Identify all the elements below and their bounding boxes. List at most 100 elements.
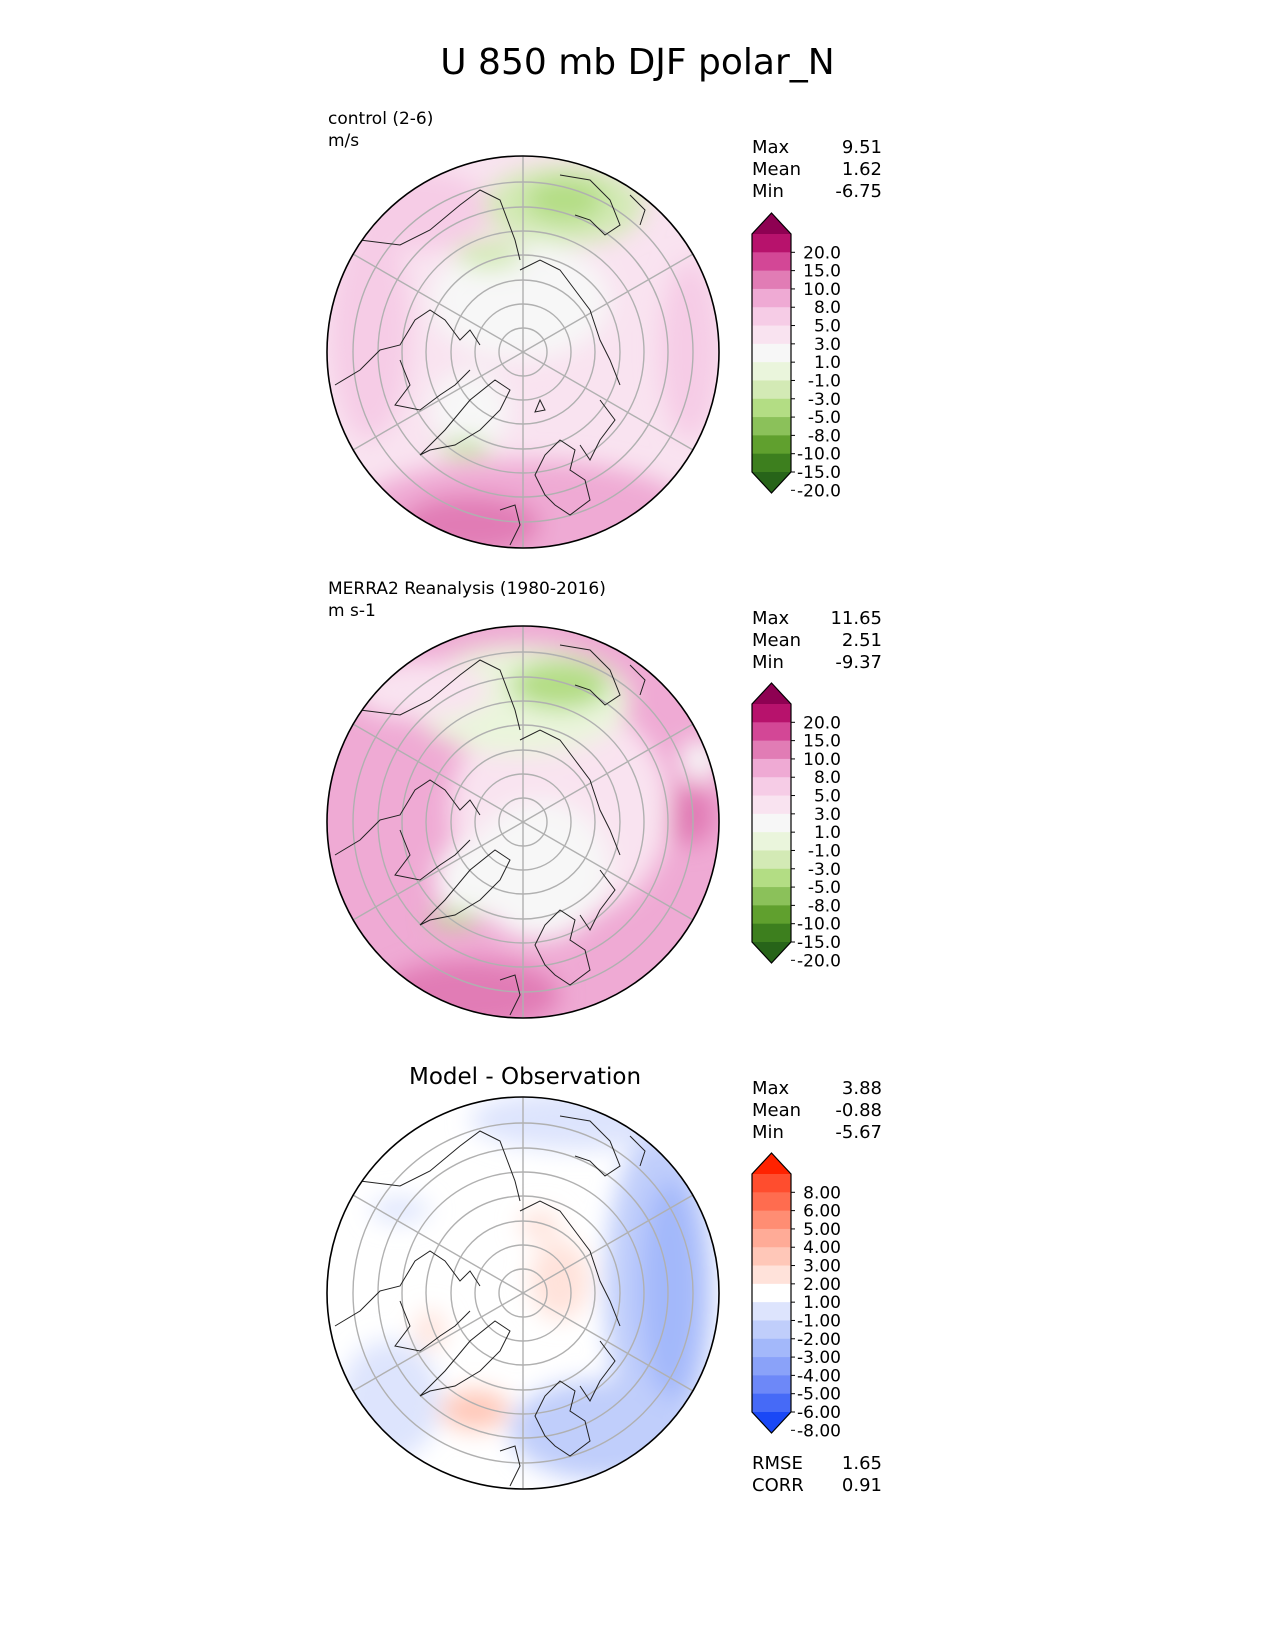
map-boundary (326, 625, 720, 1019)
stat-label: Max (752, 137, 790, 158)
colorbar-bin (752, 905, 791, 925)
difference-panel-title: Model - Observation (409, 1064, 642, 1090)
stat-label: Mean (752, 1100, 802, 1121)
colorbar-tick-label: -8.0 (808, 896, 841, 916)
stat-value: 11.65 (830, 608, 882, 629)
colorbar-bin (752, 1302, 791, 1321)
colorbar-extension-min (752, 1412, 791, 1433)
colorbar-tick-label: 6.00 (803, 1202, 841, 1222)
panel-1-dataset-name: control (2-6) (328, 109, 434, 129)
colorbar-bin (752, 1210, 791, 1230)
colorbar-bin (752, 1247, 791, 1267)
colorbar-tick-label: -8.00 (797, 1421, 841, 1441)
stat-value: 1.62 (841, 159, 882, 180)
colorbar-bin (752, 923, 791, 943)
colorbar-tick-label: -15.0 (797, 463, 841, 483)
stat-max: Max 9.51 (752, 137, 882, 159)
panel-1-label: control (2-6) m/s (328, 108, 433, 152)
colorbar-tick-label: -10.0 (797, 445, 841, 465)
colorbar-bin (752, 307, 791, 327)
panel-2-stats: Max 11.65 Mean 2.51 Min -9.37 (752, 608, 882, 674)
stat-mean: Mean -0.88 (752, 1100, 882, 1122)
colorbar-bin (752, 398, 791, 418)
colorbar-tick-label: -1.0 (808, 841, 841, 861)
panel-1-stats: Max 9.51 Mean 1.62 Min -6.75 (752, 137, 882, 203)
map-control (326, 155, 720, 549)
colorbar-bin (752, 252, 791, 272)
colorbar-tick-label: -5.0 (808, 408, 841, 428)
stat-label: Min (752, 1122, 784, 1143)
colorbar-extension-min (752, 472, 791, 493)
coastlines (334, 174, 646, 546)
colorbar-bin (752, 417, 791, 436)
colorbar-bin (752, 868, 791, 888)
stat-min: Min -9.37 (752, 652, 882, 674)
colorbar-tick-label: 15.0 (803, 732, 841, 752)
colorbar-tick-label: 20.0 (803, 713, 841, 733)
stat-value: -5.67 (835, 1122, 882, 1143)
colorbar-tick-label: -8.0 (808, 426, 841, 446)
colorbar-bin (752, 813, 791, 833)
panel-1-units: m/s (328, 131, 360, 151)
colorbar-bin (752, 777, 791, 797)
colorbar-tick-label: 5.00 (803, 1220, 841, 1240)
colorbar-bin (752, 1375, 791, 1395)
colorbar-tick-label: 3.0 (814, 335, 841, 355)
stat-label: Max (752, 608, 790, 629)
colorbar-tick-label: -1.00 (797, 1311, 841, 1331)
colorbar-bin (752, 1393, 791, 1413)
colorbar-bin (752, 453, 791, 473)
colorbar-tick-label: 5.0 (814, 787, 841, 807)
colorbar-bin (752, 435, 791, 455)
colorbar-tick-label: -5.00 (797, 1385, 841, 1405)
colorbar-tick-label: 4.00 (803, 1238, 841, 1258)
metric-corr: CORR 0.91 (752, 1475, 882, 1497)
stat-value: -0.88 (835, 1100, 882, 1121)
colorbar-extension-max (752, 213, 791, 234)
figure-title: U 850 mb DJF polar_N (440, 42, 835, 83)
colorbar-bin (752, 288, 791, 308)
colorbar-control: 20.015.010.08.05.03.01.0-1.0-3.0-5.0-8.0… (751, 212, 841, 501)
colorbar-reference: 20.015.010.08.05.03.01.0-1.0-3.0-5.0-8.0… (751, 682, 841, 971)
colorbar-bin (752, 1320, 791, 1340)
colorbar-tick-label: -1.0 (808, 371, 841, 391)
stat-value: 9.51 (841, 137, 882, 158)
colorbar-tick-label: -20.0 (797, 481, 841, 501)
colorbar-outline (751, 1152, 792, 1434)
coastlines (334, 644, 646, 1016)
stat-max: Max 11.65 (752, 608, 882, 630)
metric-rmse: RMSE 1.65 (752, 1453, 882, 1475)
colorbar-tick-label: 10.0 (803, 750, 841, 770)
graticule (352, 156, 694, 548)
colorbar-extension-max (752, 1153, 791, 1174)
colorbar-tick-label: -3.00 (797, 1348, 841, 1368)
colorbar-tick-label: -2.00 (797, 1330, 841, 1350)
colorbar-tick-label: -3.0 (808, 860, 841, 880)
colorbar-bin (752, 1265, 791, 1285)
colorbar-bin (752, 887, 791, 906)
metric-value: 0.91 (841, 1475, 882, 1496)
panel-3-stats: Max 3.88 Mean -0.88 Min -5.67 (752, 1078, 882, 1144)
stat-label: Mean (752, 630, 802, 651)
colorbar-tick-label: 1.0 (814, 823, 841, 843)
colorbar-tick-label: 1.00 (803, 1293, 841, 1313)
colorbar-difference: 8.006.005.004.003.002.001.00-1.00-2.00-3… (751, 1152, 841, 1441)
colorbar-bin (752, 1192, 791, 1212)
panel-2-dataset-name: MERRA2 Reanalysis (1980-2016) (328, 579, 606, 599)
stat-mean: Mean 1.62 (752, 159, 882, 181)
colorbar-tick-label: 8.0 (814, 298, 841, 318)
colorbar-bin (752, 343, 791, 363)
panel-2-label: MERRA2 Reanalysis (1980-2016) m s-1 (328, 578, 606, 622)
colorbar-tick-label: 10.0 (803, 280, 841, 300)
stat-value: 3.88 (841, 1078, 882, 1099)
colorbar-tick-label: -6.00 (797, 1403, 841, 1423)
coastlines (334, 1115, 646, 1487)
panel-3-metrics: RMSE 1.65 CORR 0.91 (752, 1453, 882, 1497)
stat-value: -9.37 (835, 652, 882, 673)
stat-max: Max 3.88 (752, 1078, 882, 1100)
metric-value: 1.65 (841, 1453, 882, 1474)
colorbar-bin (752, 1283, 791, 1303)
colorbar-outline (751, 682, 792, 964)
graticule (352, 626, 694, 1018)
